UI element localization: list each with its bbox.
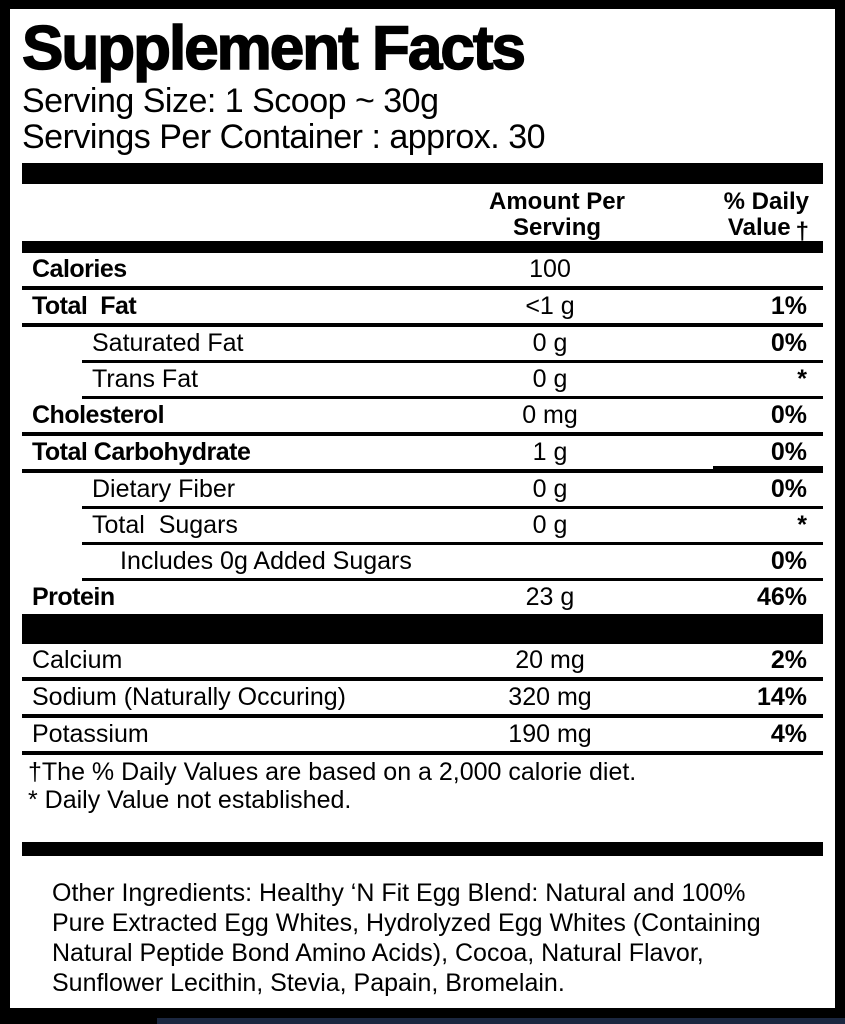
mineral-name: Calcium — [32, 646, 123, 674]
mineral-dv: 14% — [756, 683, 807, 711]
mineral-row-potassium: Potassium 190 mg 4% — [22, 718, 823, 751]
nutrient-amount: 100 — [529, 255, 571, 283]
servings-per-container-text: Servings Per Container : approx. 30 — [22, 118, 546, 156]
nutrient-amount: <1 g — [525, 292, 575, 320]
thick-divider-bar — [22, 614, 823, 644]
separator-line — [22, 751, 823, 755]
nutrient-name: Total Fat — [32, 292, 137, 320]
nutrient-row-protein: Protein 23 g 46% — [22, 581, 823, 614]
nutrient-name: Dietary Fiber — [92, 475, 236, 503]
mineral-row-calcium: Calcium 20 mg 2% — [22, 644, 823, 677]
nutrient-row-total-fat: Total Fat <1 g 1% — [22, 290, 823, 323]
footnotes: †The % Daily Values are based on a 2,000… — [22, 755, 823, 814]
serving-info: Serving Size: 1 Scoop ~ 30g Servings Per… — [22, 83, 823, 155]
other-ingredients-text: Other Ingredients: Healthy ‘N Fit Egg Bl… — [52, 879, 761, 997]
label-title: Supplement Facts — [21, 14, 527, 83]
nutrient-name: Protein — [32, 583, 115, 611]
serving-size-text: Serving Size: 1 Scoop ~ 30g — [22, 82, 439, 120]
dagger-symbol: † — [795, 218, 809, 245]
mineral-amount: 190 mg — [508, 720, 592, 748]
amount-header-line2: Serving — [512, 214, 602, 241]
nutrient-dv: * — [797, 511, 807, 539]
nutrient-dv: 1% — [770, 292, 807, 320]
nutrient-row-cholesterol: Cholesterol 0 mg 0% — [22, 399, 823, 432]
nutrient-amount: 0 g — [532, 511, 568, 539]
separator-line-indented — [82, 578, 823, 581]
thick-divider-bar — [22, 842, 823, 856]
nutrient-row-added-sugars: Includes 0g Added Sugars 0% — [22, 545, 823, 578]
mineral-amount: 20 mg — [515, 646, 585, 674]
nutrient-amount: 0 g — [532, 475, 568, 503]
nutrient-name: Total Sugars — [92, 511, 238, 539]
dv-header-value-word: Value — [727, 214, 791, 241]
photo-background-edge — [157, 1018, 845, 1024]
mineral-row-sodium: Sodium (Naturally Occuring) 320 mg 14% — [22, 681, 823, 714]
dv-header-line1: % Daily — [723, 188, 809, 215]
nutrient-row-dietary-fiber: Dietary Fiber 0 g 0% — [22, 473, 823, 506]
nutrient-row-saturated-fat: Saturated Fat 0 g 0% — [22, 327, 823, 360]
amount-header-line1: Amount Per — [488, 188, 625, 215]
nutrient-dv: 0% — [770, 401, 807, 429]
nutrient-dv: 0% — [770, 547, 807, 575]
nutrient-name: Total Carbohydrate — [32, 438, 251, 466]
percent-daily-value-header: % Daily Value † — [723, 188, 809, 245]
separator-line — [22, 286, 823, 290]
footnote-daily-values: †The % Daily Values are based on a 2,000… — [28, 758, 637, 786]
nutrient-amount: 1 g — [532, 438, 568, 466]
thick-divider-bar — [22, 241, 823, 253]
mineral-name: Potassium — [32, 720, 149, 748]
separator-line — [22, 469, 823, 473]
nutrient-row-trans-fat: Trans Fat 0 g * — [22, 363, 823, 396]
separator-line-indented — [82, 360, 823, 363]
nutrient-row-total-carbohydrate: Total Carbohydrate 1 g 0% — [22, 436, 823, 470]
mineral-dv: 4% — [770, 720, 807, 748]
footnote-not-established: * Daily Value not established. — [28, 786, 352, 814]
separator-line — [22, 432, 823, 436]
nutrient-name: Cholesterol — [32, 401, 165, 429]
mineral-amount: 320 mg — [508, 683, 592, 711]
separator-line — [22, 714, 823, 718]
nutrient-name: Includes 0g Added Sugars — [120, 547, 412, 575]
column-header-row: Amount Per Serving % Daily Value † — [22, 184, 823, 245]
nutrient-dv: 46% — [756, 583, 807, 611]
nutrient-dv: 0% — [770, 329, 807, 357]
dv-underline — [713, 466, 823, 470]
nutrient-name: Trans Fat — [92, 365, 199, 393]
mineral-dv: 2% — [770, 646, 807, 674]
separator-line — [22, 323, 823, 327]
nutrient-name: Calories — [32, 255, 127, 283]
separator-line-indented — [82, 396, 823, 399]
mineral-name: Sodium (Naturally Occuring) — [32, 683, 346, 711]
nutrient-amount: 0 mg — [522, 401, 578, 429]
separator-line-indented — [82, 506, 823, 509]
label-panel: Supplement Facts Serving Size: 1 Scoop ~… — [10, 9, 835, 1008]
nutrient-dv: 0% — [770, 475, 807, 503]
thick-divider-bar — [22, 163, 823, 184]
nutrient-amount: 0 g — [532, 365, 568, 393]
nutrient-dv: 0% — [770, 438, 807, 466]
nutrient-name: Saturated Fat — [92, 329, 244, 357]
separator-line — [22, 677, 823, 681]
nutrient-dv: * — [797, 365, 807, 393]
amount-per-serving-header: Amount Per Serving — [457, 189, 657, 241]
nutrient-row-total-sugars: Total Sugars 0 g * — [22, 509, 823, 542]
dv-header-line2: Value † — [724, 214, 809, 245]
nutrient-amount: 23 g — [525, 583, 575, 611]
separator-line-indented — [82, 542, 823, 545]
nutrient-amount: 0 g — [532, 329, 568, 357]
nutrient-row-calories: Calories 100 — [22, 253, 823, 286]
